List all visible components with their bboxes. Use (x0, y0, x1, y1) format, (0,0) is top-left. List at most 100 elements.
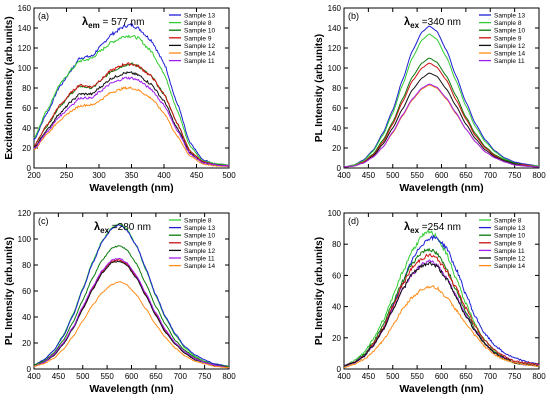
series-line-sample-14 (343, 285, 540, 368)
legend-entry: Sample 10 (494, 28, 525, 35)
panel-label: (b) (348, 11, 359, 21)
x-axis-title: Wavelength (nm) (399, 383, 483, 395)
y-tick-label: 60 (332, 271, 341, 280)
legend-entry: Sample 10 (494, 233, 525, 240)
x-tick-label: 700 (484, 171, 498, 180)
y-tick-label: 80 (22, 261, 31, 270)
legend-entry: Sample 11 (494, 58, 525, 65)
x-tick-label: 600 (435, 372, 449, 381)
series-line-sample-11 (33, 76, 230, 167)
legend-entry: Sample 14 (184, 51, 215, 58)
series-lines (33, 23, 230, 167)
x-tick-label: 500 (386, 171, 400, 180)
x-axis: 400 450 500 550 600 650 700 750 800 (337, 8, 546, 180)
x-tick-label: 750 (508, 171, 522, 180)
series-line-sample-12 (33, 260, 230, 369)
lambda-value: =280 nm (109, 222, 151, 233)
panel-b: 400 450 500 550 600 650 700 750 800 0 20 40 60 80 100 1… (314, 4, 546, 194)
y-axis-title: Excitation Intensity (arb.units) (4, 16, 15, 159)
x-tick-label: 800 (532, 171, 546, 180)
y-tick-label: 100 (18, 64, 32, 73)
y-tick-label: 20 (332, 334, 341, 343)
legend-entry: Sample 14 (494, 263, 525, 270)
x-tick-label: 250 (60, 171, 74, 180)
lambda-value: =340 nm (419, 17, 461, 28)
lambda-subscript: ex (410, 226, 419, 235)
x-tick-label: 700 (174, 372, 188, 381)
y-tick-label: 0 (27, 365, 32, 374)
y-axis: 0 20 40 60 80 100 120 (18, 209, 229, 374)
lambda-symbol: λ (404, 16, 410, 28)
lambda-subscript: ex (100, 226, 109, 235)
x-tick-label: 550 (100, 372, 114, 381)
y-tick-label: 120 (328, 44, 342, 53)
legend-entry: Sample 9 (494, 35, 522, 42)
series-line-sample-11 (33, 257, 230, 369)
legend-entry: Sample 10 (184, 28, 215, 35)
legend-entry: Sample 14 (184, 263, 215, 270)
series-line-sample-13 (343, 25, 540, 168)
x-tick-label: 650 (149, 372, 163, 381)
y-tick-label: 80 (332, 84, 341, 93)
series-line-sample-12 (343, 72, 539, 168)
legend-entry: Sample 10 (184, 233, 215, 240)
series-line-sample-12 (343, 261, 540, 367)
y-tick-label: 20 (22, 144, 31, 153)
legend-entry: Sample 12 (184, 248, 215, 255)
legend-entry: Sample 8 (184, 218, 212, 225)
legend-entry: Sample 11 (184, 256, 215, 263)
legend-entry: Sample 9 (184, 35, 212, 42)
y-tick-label: 100 (328, 64, 342, 73)
series-lines (343, 25, 540, 168)
legend-entry: Sample 9 (184, 240, 212, 247)
legend-entry: Sample 13 (184, 225, 215, 232)
y-tick-label: 80 (22, 84, 31, 93)
panel-label: (a) (38, 11, 49, 21)
legend-entry: Sample 8 (494, 218, 522, 225)
x-tick-label: 500 (76, 372, 90, 381)
lambda-subscript: ex (410, 21, 419, 30)
series-line-sample-8 (33, 34, 230, 166)
legend-entry: Sample 14 (494, 51, 525, 58)
x-tick-label: 800 (532, 372, 546, 381)
legend-entry: Sample 9 (494, 240, 522, 247)
y-tick-label: 40 (332, 303, 341, 312)
y-axis-title: PL Intensity (arb.units) (4, 237, 15, 345)
x-tick-label: 450 (362, 171, 376, 180)
x-tick-label: 700 (484, 372, 498, 381)
y-tick-label: 100 (328, 209, 342, 218)
y-tick-label: 40 (22, 313, 31, 322)
x-tick-label: 450 (52, 372, 66, 381)
panel-label: (c) (38, 216, 49, 226)
series-line-sample-8 (33, 222, 230, 367)
series-line-sample-11 (343, 83, 539, 168)
x-axis-title: Wavelength (nm) (89, 182, 173, 194)
y-axis: 0 20 40 60 80 100 (328, 209, 539, 374)
series-line-sample-10 (343, 57, 540, 168)
x-tick-label: 450 (190, 171, 204, 180)
y-tick-label: 0 (337, 365, 342, 374)
x-tick-label: 600 (125, 372, 139, 381)
series-line-sample-13 (33, 224, 230, 367)
series-line-sample-8 (343, 33, 539, 168)
x-axis: 200 250 300 350 400 450 500 (27, 8, 236, 180)
legend-entry: Sample 13 (184, 13, 215, 20)
panel-d: 400 450 500 550 600 650 700 750 800 0 20 40 60 80 100 W… (314, 209, 546, 395)
y-tick-label: 120 (18, 209, 32, 218)
y-axis-title: PL Intensity (arb.units) (314, 34, 325, 142)
lambda-annotation: λex =254 nm (404, 221, 461, 235)
x-axis: 400 450 500 550 600 650 700 750 800 (337, 213, 546, 381)
x-tick-label: 400 (337, 372, 351, 381)
panel-label: (d) (348, 216, 359, 226)
y-axis: 0 20 40 60 80 100 120 140 160 (328, 4, 539, 173)
legend-entry: Sample 8 (494, 20, 522, 27)
x-axis-title: Wavelength (nm) (399, 182, 483, 194)
x-tick-label: 650 (459, 372, 473, 381)
panel-a: 200 250 300 350 400 450 500 0 20 40 60 80 100 120 140 1… (4, 4, 236, 194)
x-tick-label: 350 (125, 171, 139, 180)
series-line-sample-9 (33, 62, 229, 167)
y-axis-title: PL Intensity (arb.units) (314, 237, 325, 345)
